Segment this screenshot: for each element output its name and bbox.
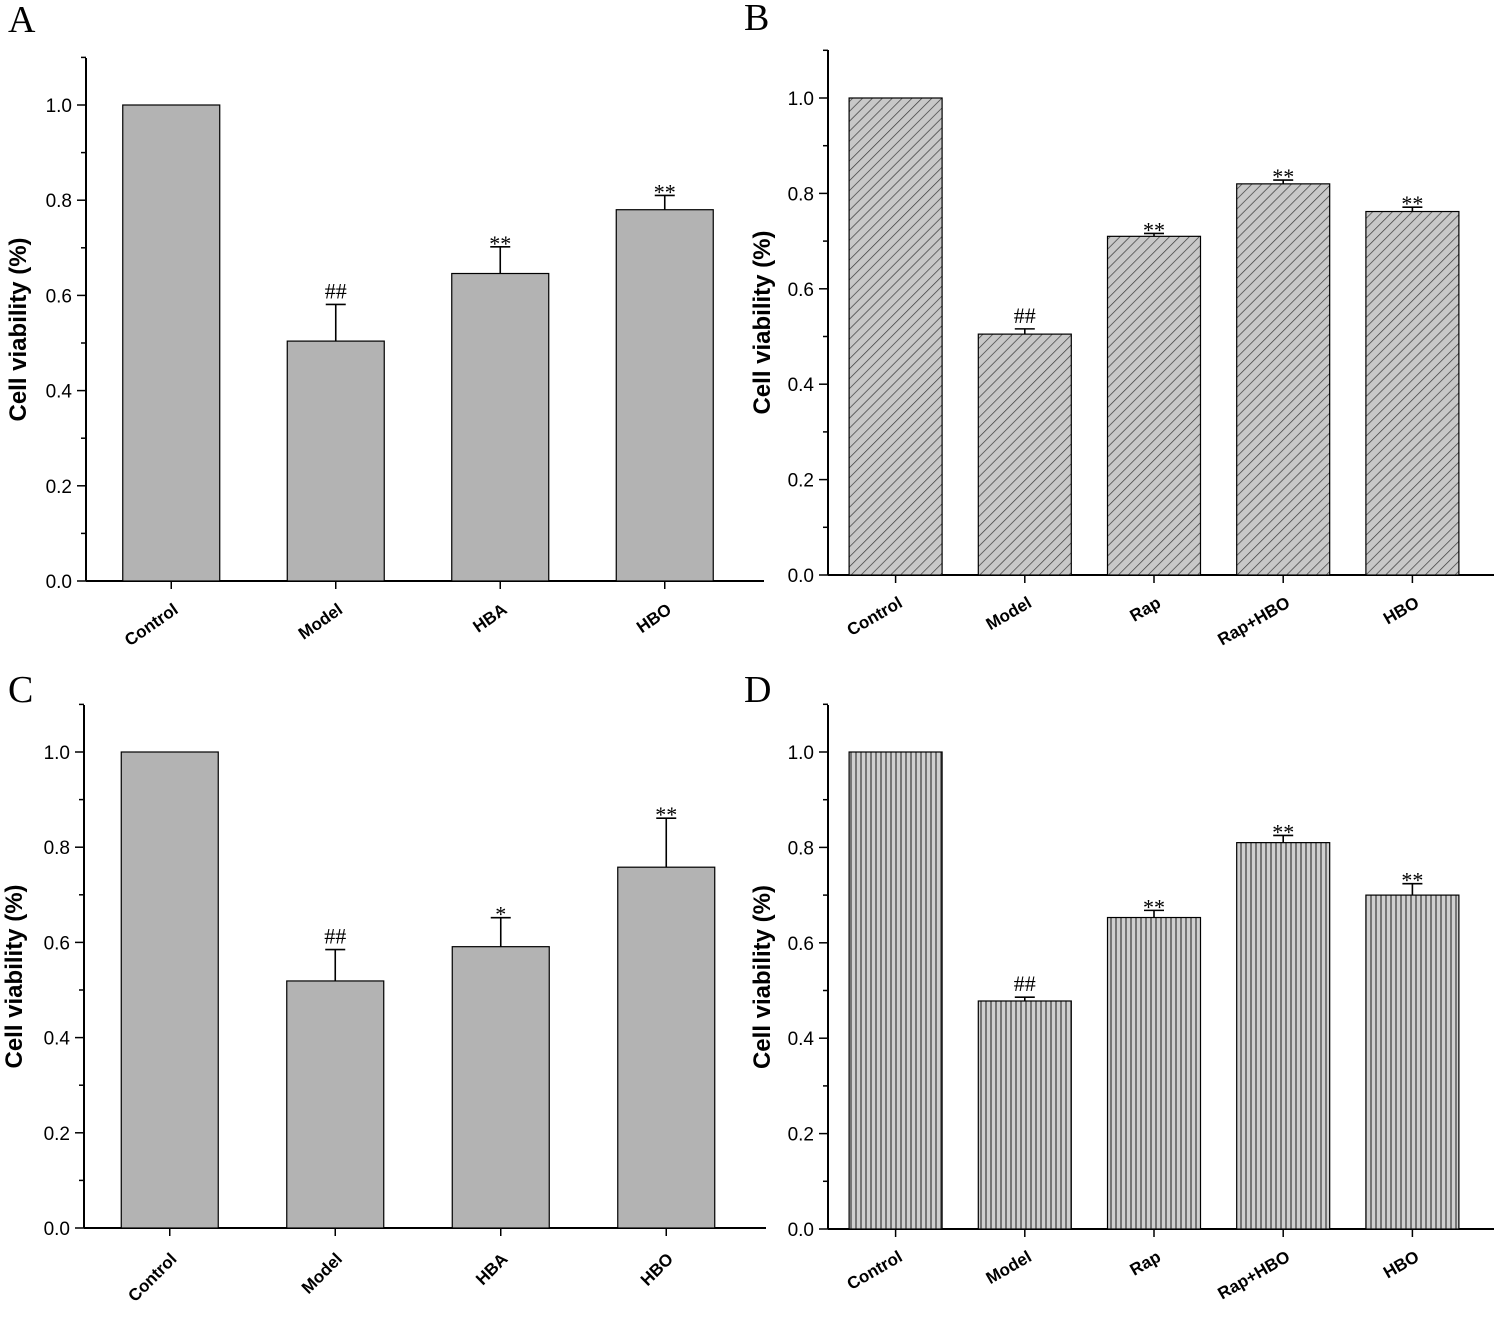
y-tick-label: 1.0: [788, 743, 814, 764]
chart-panel-c: C 0.0 0.2 0.4 0.6 0.8 1.0 Cell viability (%) Con…: [1, 669, 766, 1306]
y-tick-label: 0.2: [44, 1124, 70, 1145]
panel-letter: D: [744, 669, 771, 711]
bar-model: [977, 1000, 1072, 1230]
x-category-label: HBO: [633, 600, 675, 637]
x-category-label: Model: [298, 1249, 346, 1297]
bar-rap: [1106, 235, 1202, 576]
bar-control: [122, 104, 221, 582]
x-category-label: Model: [983, 1247, 1035, 1288]
y-tick-label: 0.6: [44, 933, 70, 954]
significance-label: **: [1143, 894, 1165, 919]
x-category-label: HBO: [637, 1249, 677, 1289]
y-tick-label: 0.0: [788, 1220, 814, 1241]
chart-panel-a: A 0.0 0.2 0.4 0.6 0.8 1.0 Cell viability (%) Con…: [5, 0, 764, 650]
x-category-label: Rap+HBO: [1215, 593, 1294, 649]
significance-label: ##: [1014, 971, 1036, 996]
y-tick-label: 1.0: [46, 96, 72, 117]
significance-label: *: [495, 902, 506, 927]
y-axis-label: Cell viability (%): [1, 884, 28, 1068]
bar-model: [977, 333, 1072, 576]
x-category-label: HBA: [469, 600, 510, 637]
significance-label: **: [1401, 868, 1423, 893]
bar-hbo: [1365, 210, 1460, 576]
bar-rap-hbo: [1236, 842, 1331, 1230]
chart-panel-b: B 0.0 0.2 0.4 0.6 0.8 1.0 Cell viability (%) Con…: [744, 0, 1494, 649]
x-category-label: Rap: [1127, 1247, 1164, 1280]
chart-panel-d: D 0.0 0.2 0.4 0.6 0.8 1.0 Cell viability (%) Con…: [744, 669, 1494, 1303]
significance-label: ##: [1014, 303, 1036, 328]
x-category-label: Control: [844, 1247, 906, 1294]
y-tick-label: 0.4: [788, 375, 815, 396]
x-category-label: Model: [983, 593, 1035, 634]
y-axis-label: Cell viability (%): [749, 230, 776, 414]
y-tick-label: 0.4: [44, 1029, 71, 1050]
significance-label: **: [1272, 819, 1294, 844]
panel-letter: C: [8, 669, 33, 711]
y-tick-label: 0.0: [46, 572, 72, 593]
x-category-label: Control: [844, 593, 906, 640]
x-category-label: Model: [295, 600, 346, 644]
y-tick-label: 0.0: [788, 566, 814, 587]
bar-control: [848, 97, 943, 576]
x-category-label: HBO: [1380, 593, 1422, 628]
y-tick-label: 0.6: [788, 934, 814, 955]
y-tick-label: 0.2: [46, 477, 72, 498]
significance-label: **: [1401, 191, 1423, 216]
significance-label: **: [489, 231, 511, 256]
bar-model: [286, 340, 385, 582]
x-category-label: Rap+HBO: [1215, 1247, 1294, 1303]
panel-letter: B: [744, 0, 769, 39]
y-tick-label: 0.8: [44, 838, 70, 859]
bar-control: [120, 751, 219, 1229]
significance-label: ##: [325, 278, 347, 303]
bar-control: [848, 751, 943, 1230]
y-tick-label: 0.0: [44, 1219, 70, 1240]
significance-label: ##: [324, 924, 346, 949]
y-tick-label: 1.0: [44, 743, 70, 764]
y-tick-label: 0.8: [788, 838, 814, 859]
y-tick-label: 0.2: [788, 1125, 814, 1146]
bar-hbo: [615, 209, 714, 582]
y-tick-label: 0.4: [788, 1029, 815, 1050]
x-category-label: Control: [121, 600, 181, 650]
bar-hba: [451, 272, 550, 582]
x-category-label: Rap: [1127, 593, 1164, 626]
y-tick-label: 0.8: [788, 184, 814, 205]
significance-label: **: [1143, 217, 1165, 242]
y-tick-label: 0.6: [46, 286, 72, 307]
y-tick-label: 0.6: [788, 280, 814, 301]
bar-hbo: [617, 866, 716, 1229]
y-axis-label: Cell viability (%): [5, 237, 32, 421]
x-category-label: HBA: [472, 1249, 511, 1288]
y-tick-label: 0.2: [788, 471, 814, 492]
bar-hba: [451, 946, 550, 1229]
x-category-label: HBO: [1380, 1247, 1422, 1282]
y-tick-label: 0.8: [46, 191, 72, 212]
significance-label: **: [654, 179, 676, 204]
bar-hbo: [1365, 894, 1460, 1230]
bar-rap-hbo: [1236, 183, 1331, 576]
bar-rap: [1106, 916, 1202, 1230]
x-category-label: Control: [124, 1249, 180, 1305]
y-tick-label: 1.0: [788, 89, 814, 110]
significance-label: **: [655, 802, 677, 827]
significance-label: **: [1272, 164, 1294, 189]
panel-letter: A: [8, 0, 36, 41]
y-tick-label: 0.4: [46, 382, 73, 403]
bar-model: [286, 980, 385, 1229]
y-axis-label: Cell viability (%): [749, 885, 776, 1069]
